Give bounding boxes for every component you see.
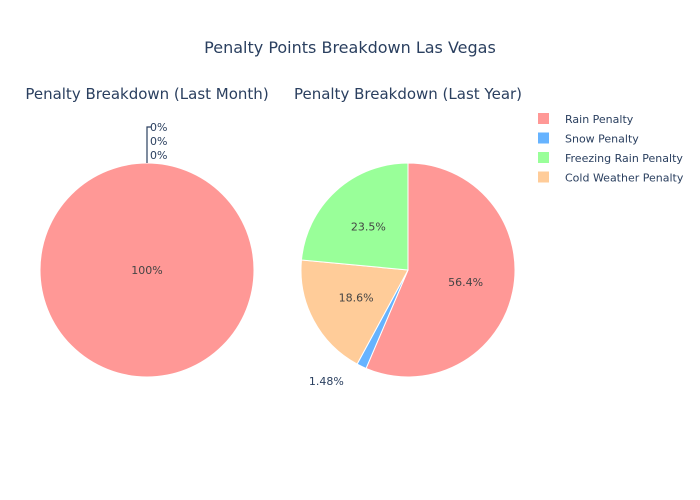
legend-swatch-snow-penalty (538, 132, 549, 144)
legend-swatch-rain-penalty (538, 113, 549, 124)
chart-title: Penalty Points Breakdown Las Vegas (204, 38, 496, 57)
pie-last-month: 100%0%0%0% (39, 121, 255, 378)
slice-label-freezing-rain-penalty: 0% (150, 135, 167, 148)
legend-swatch-freezing-rain-penalty (538, 152, 549, 163)
legend-item-snow-penalty: Snow Penalty (565, 133, 639, 146)
pie-slice-freezing-rain-penalty (300, 162, 409, 271)
pie-title-last-month: Penalty Breakdown (Last Month) (25, 85, 268, 103)
slice-label-snow-penalty: 1.48% (309, 375, 344, 388)
slice-label-cold-weather-penalty: 18.6% (339, 292, 374, 305)
legend-swatch-cold-weather-penalty (538, 171, 549, 183)
pie-slice-cold-weather-penalty (300, 259, 409, 365)
slice-label-snow-penalty: 0% (150, 121, 167, 134)
pie-last-year: 56.4% 1.48% 18.6% 23.5% (300, 162, 516, 388)
pie-slice-rain-penalty (365, 162, 516, 378)
slice-label-cold-weather-penalty: 0% (150, 149, 167, 162)
pie-title-last-year: Penalty Breakdown (Last Year) (294, 85, 522, 103)
legend: Rain Penalty Snow Penalty Freezing Rain Pe… (538, 113, 684, 185)
slice-label-freezing-rain-penalty: 23.5% (351, 220, 386, 233)
slice-label-rain-penalty: 56.4% (448, 276, 483, 289)
legend-item-freezing-rain-penalty: Freezing Rain Penalty (565, 152, 683, 165)
slice-label-rain-penalty: 100% (131, 264, 162, 277)
legend-item-rain-penalty: Rain Penalty (565, 113, 634, 126)
legend-item-cold-weather-penalty: Cold Weather Penalty (565, 172, 684, 185)
zero-label-connector (146, 126, 151, 163)
